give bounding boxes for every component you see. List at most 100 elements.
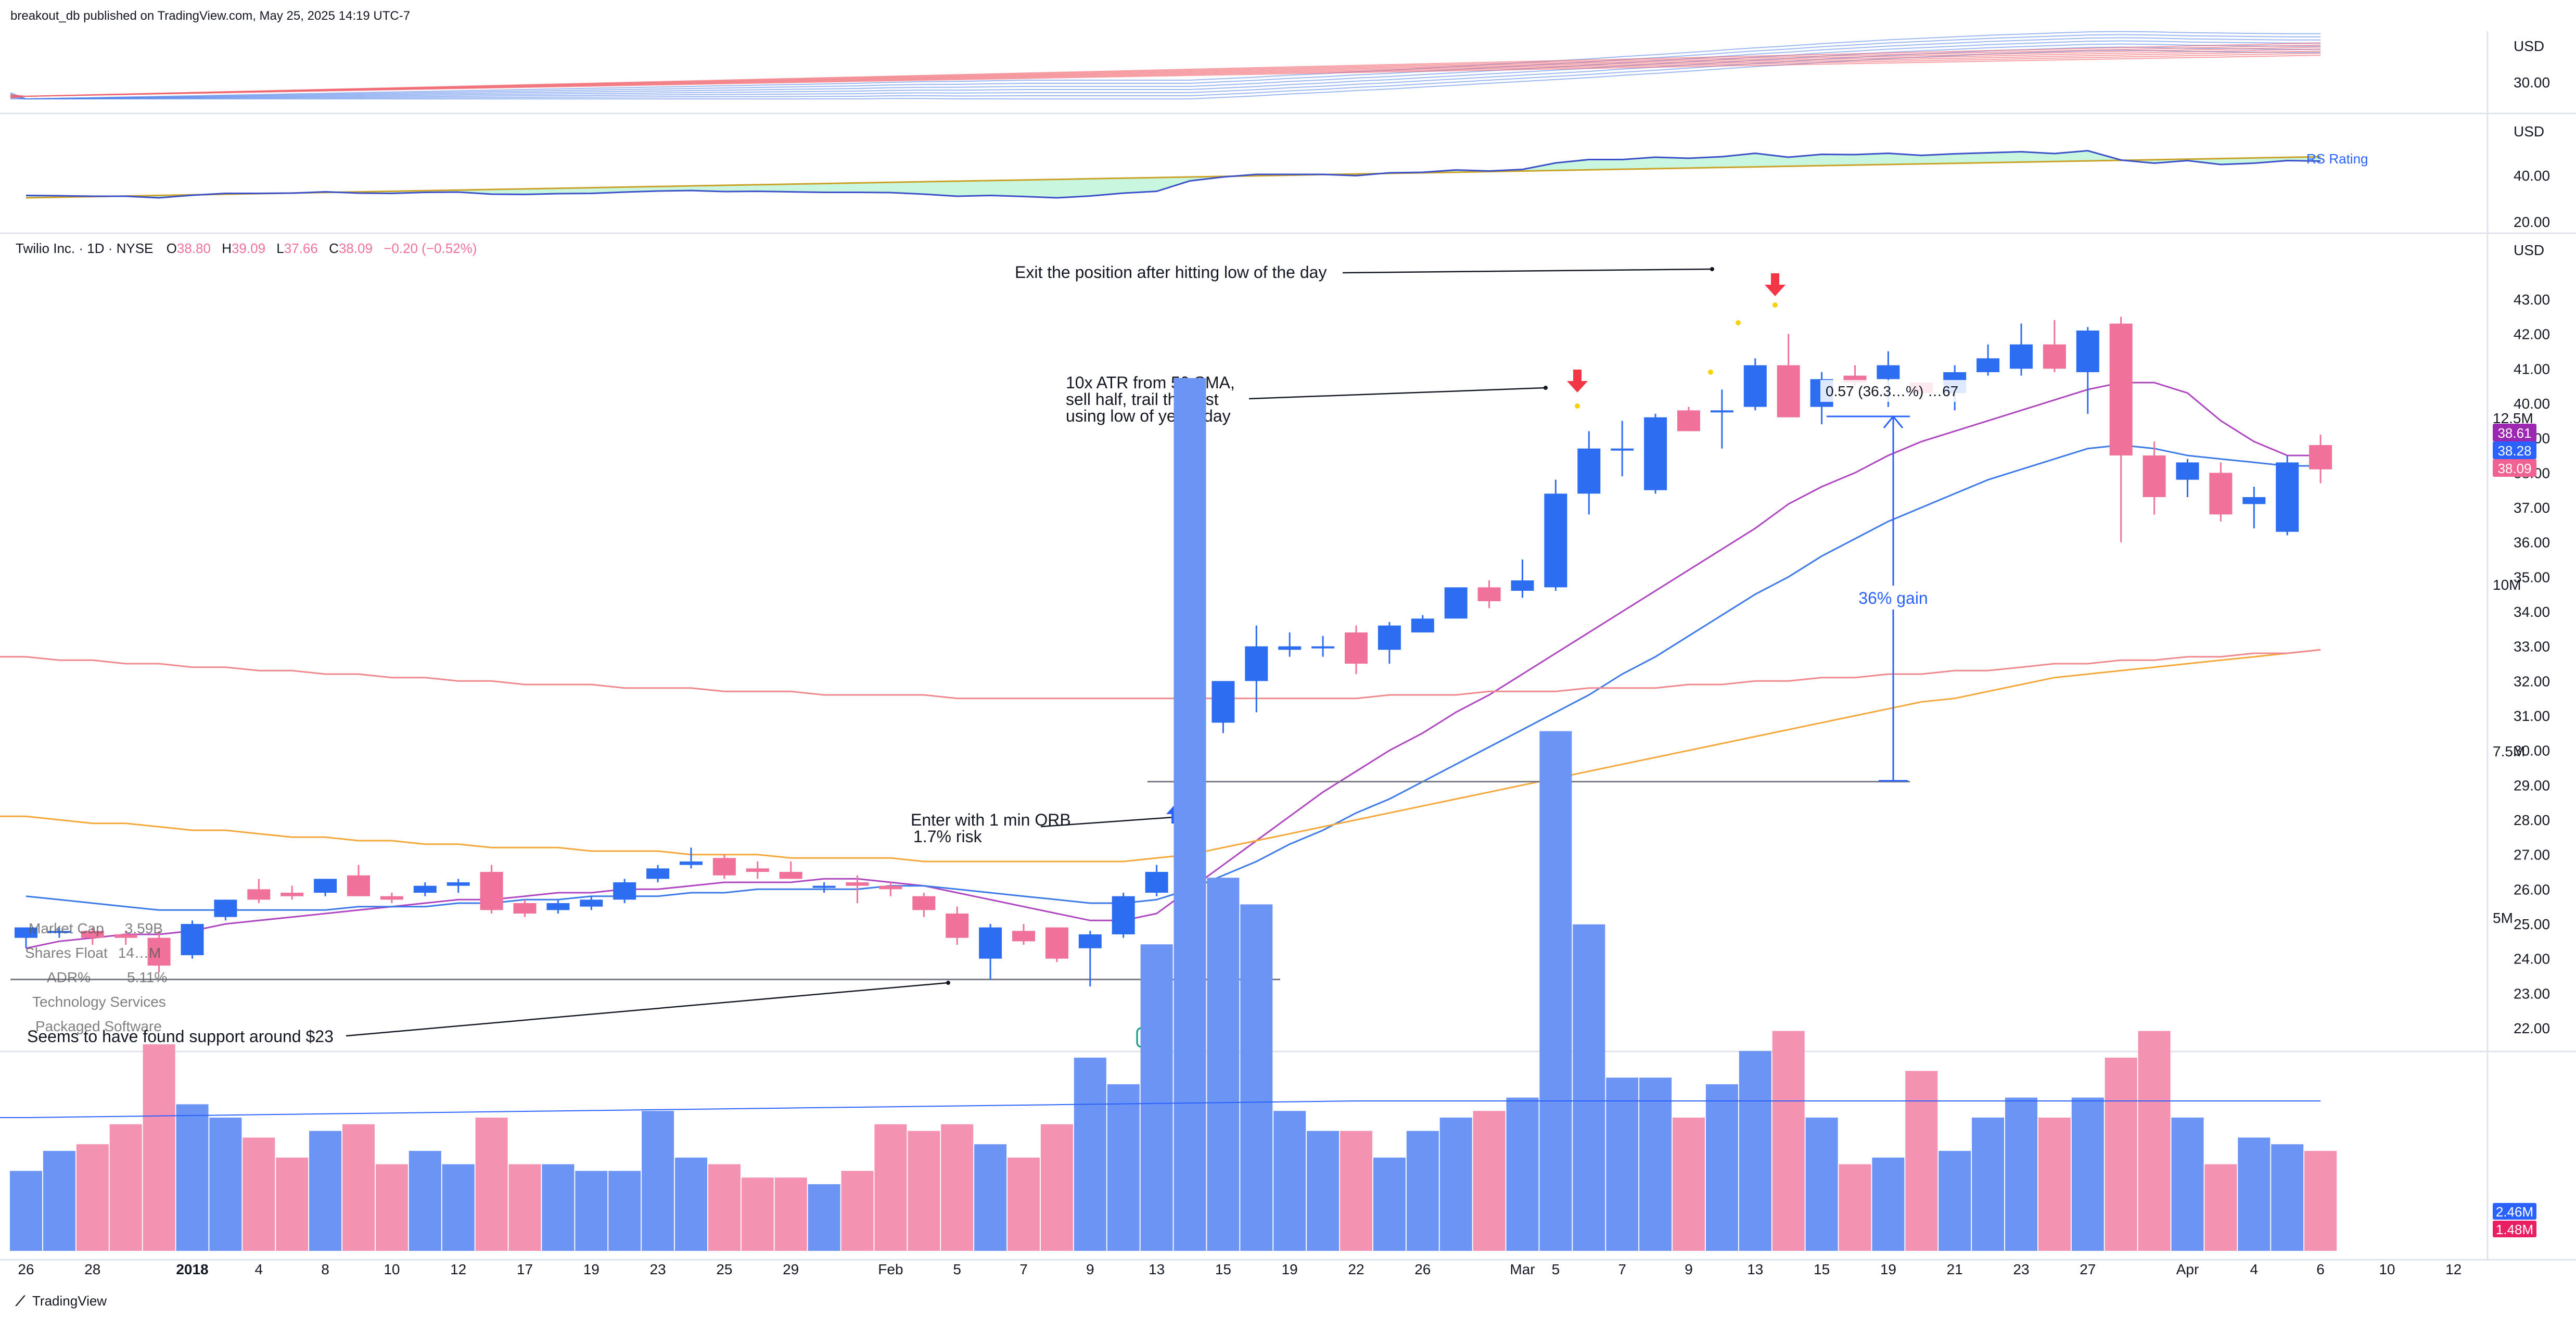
market-cap-label: Market Cap [29,920,104,936]
date-tick: 9 [1685,1261,1693,1277]
pane-separators [0,31,2576,1261]
volume-bar [1772,1031,1805,1251]
date-tick: 23 [2013,1261,2029,1277]
volume-bar [642,1111,674,1251]
date-tick: 4 [255,1261,263,1277]
candle-body [147,937,171,966]
rs-average-line [25,156,2321,199]
market-cap-value: 3.59B [125,920,163,936]
candle-body [2043,344,2066,369]
volume-bar [2105,1057,2137,1251]
annotation-exit: Exit the position after hitting low of t… [1015,263,1327,282]
candle-body [746,868,769,872]
volume-bar [1040,1124,1073,1251]
volume-bar [1373,1157,1406,1251]
adr-value: 5.11% [127,969,167,985]
volume-bar [1340,1131,1372,1251]
date-tick: Mar [1510,1261,1535,1277]
ma-line-4 [0,649,2321,700]
date-tick: 29 [783,1261,799,1277]
volume-badge [2493,1203,2536,1220]
rs-pane: RS Rating USD 40.00 20.00 [25,123,2550,230]
volume-bar [1972,1118,2005,1251]
volume-bar [1539,731,1572,1251]
candle-body [846,882,869,886]
date-tick: 4 [2250,1261,2259,1277]
volume-bar [1074,1057,1106,1251]
candle-body [1444,587,1468,619]
volume-bar [542,1164,575,1251]
candle-body [613,882,636,900]
candle-body [2143,455,2166,497]
ribbon-blue-line [10,43,2321,100]
volume-bar [1573,924,1605,1251]
volume-bar [209,1118,242,1251]
volume-bar [908,1131,940,1251]
annotation-support: Seems to have found support around $23 [27,1027,334,1046]
price-badge [2493,424,2536,441]
candle-body [1012,931,1035,942]
volume-bar [808,1184,840,1251]
volume-bar [1905,1071,1938,1251]
price-tick: 33.00 [2514,639,2550,655]
candle-body [1644,417,1667,490]
candle-body [1078,934,1102,948]
volume-bar [1240,904,1273,1251]
volume-bar [1939,1151,1971,1251]
volume-bar [941,1124,974,1251]
volume-bar [1307,1131,1340,1251]
volume-badge-value: 1.48M [2496,1222,2533,1237]
price-tick: 36.00 [2514,535,2550,551]
moving-average-ribbon [10,31,2321,100]
symbol-header: Twilio Inc. · 1D · NYSE O38.80 H39.09 L3… [16,240,2544,258]
measure-label: 0.57 (36.3…%) …67 [1826,383,1958,399]
date-tick: 7 [1618,1261,1626,1277]
candle-body [114,934,137,938]
candle-body [15,927,37,938]
date-tick: 5 [1552,1261,1560,1277]
volume-bar [1839,1164,1871,1251]
date-tick: 19 [583,1261,600,1277]
date-tick: 27 [2080,1261,2096,1277]
volume-bar [708,1164,741,1251]
candle-body [1743,365,1767,407]
volume-bar [409,1151,441,1251]
ohlc-high: 39.09 [232,240,265,256]
volume-bar [143,1044,175,1251]
price-axis: 43.0042.0041.0040.0039.0038.0037.0036.00… [2514,292,2550,1036]
volume-bar [76,1144,109,1251]
top-pane-tick: 30.00 [2514,74,2550,91]
volume-bar [10,1171,42,1251]
candle-body [181,924,204,955]
candle-body [1112,896,1135,934]
candle-body [447,882,470,886]
price-tick: 28.00 [2514,812,2550,828]
float-value: 14…M [118,945,161,961]
candle-body [214,899,237,917]
ribbon-blue-line [10,40,2321,100]
volume-bar [874,1124,907,1251]
volume-bar [1739,1051,1771,1251]
volume-bar [1406,1131,1439,1251]
candle-body [2010,344,2033,369]
ohlc-o-label: O [167,240,177,256]
volume-bar [1872,1157,1905,1251]
candle-body [680,861,703,865]
candle-body [1245,646,1268,681]
ribbon-blue-line [10,31,2321,100]
volume-axis: 12.5M 10M 7.5M 5M 2.46M 1.48M [2493,410,2536,1237]
ohlc-close: 38.09 [339,240,373,256]
candle-body [879,885,902,890]
price-tick: 41.00 [2514,361,2550,377]
candle-body [1477,587,1501,601]
volume-badge [2493,1221,2536,1237]
candle-body [2076,331,2099,372]
date-tick: 12 [450,1261,466,1277]
volume-bar [575,1171,608,1251]
candle-body [1877,365,1900,379]
volume-bar [1207,878,1240,1251]
adr-label: ADR% [47,969,91,985]
candle-body [280,893,304,896]
candle-body [247,889,271,900]
